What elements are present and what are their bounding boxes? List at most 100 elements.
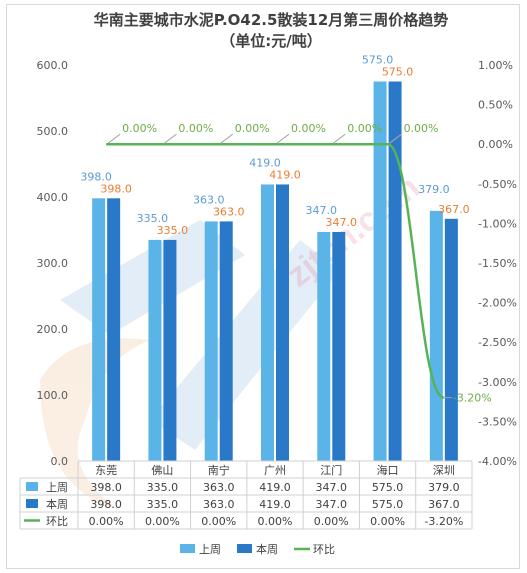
bar-this-week	[444, 218, 458, 461]
left-tick-label: 100.0	[37, 389, 69, 402]
data-label-prev-week: 419.0	[249, 156, 281, 169]
bar-prev-week	[204, 221, 218, 461]
table-cell: 0.00%	[201, 515, 236, 528]
data-label-prev-week: 379.0	[418, 183, 450, 196]
wow-line-group	[106, 133, 452, 399]
right-tick-label: -3.00%	[478, 376, 517, 389]
bars-prev-week	[92, 81, 443, 461]
right-tick-label: -3.50%	[478, 415, 517, 428]
data-label-wow: 0.00%	[235, 122, 270, 135]
table-cell: 0.00%	[89, 515, 124, 528]
data-label-prev-week: 575.0	[362, 54, 394, 67]
bar-this-week	[276, 184, 289, 461]
wow-leader-line	[276, 133, 290, 144]
table-series-name: 本周	[46, 497, 68, 511]
table-cell: 363.0	[203, 498, 235, 511]
wow-leader-line	[164, 133, 177, 144]
table-cell: 0.00%	[145, 515, 180, 528]
right-tick-label: -4.00%	[478, 455, 517, 468]
chart-title: 华南主要城市水泥P.O42.5散装12月第三周价格趋势	[94, 11, 449, 29]
data-label-this-week: 575.0	[382, 66, 414, 79]
table-cell: 575.0	[372, 481, 404, 494]
category-label: 佛山	[151, 464, 173, 477]
left-tick-label: 400.0	[37, 191, 69, 204]
bar-this-week	[219, 221, 233, 461]
right-tick-label: -0.50%	[478, 178, 517, 191]
bar-prev-week	[148, 239, 162, 461]
table-cell: -3.20%	[424, 515, 463, 528]
data-label-wow: -3.20%	[453, 392, 492, 405]
data-label-prev-week: 347.0	[306, 204, 338, 217]
table-cell: 335.0	[147, 481, 179, 494]
table-cell: 419.0	[259, 498, 291, 511]
left-tick-label: 0.0	[51, 455, 69, 468]
left-axis-ticks: 0.0 100.0 200.0 300.0 400.0 500.0 600.0	[37, 59, 69, 468]
table-legend-swatch	[26, 499, 38, 508]
table-cell: 347.0	[316, 481, 348, 494]
left-tick-label: 200.0	[37, 323, 69, 336]
category-label: 南宁	[208, 463, 230, 477]
table-cell: 0.00%	[258, 515, 293, 528]
left-tick-label: 500.0	[37, 125, 69, 138]
table-series-name: 环比	[46, 515, 68, 528]
table-cell: 367.0	[428, 498, 460, 511]
bar-prev-week	[261, 184, 274, 461]
right-tick-label: 0.50%	[478, 99, 513, 112]
data-label-prev-week: 363.0	[193, 193, 225, 206]
category-label: 江门	[320, 463, 342, 477]
legend-swatch	[180, 544, 195, 553]
legend-swatch	[237, 544, 252, 553]
bar-prev-week	[317, 231, 331, 461]
category-label: 东莞	[95, 464, 117, 477]
data-label-wow: 0.00%	[347, 122, 382, 135]
data-label-this-week: 347.0	[326, 216, 358, 229]
right-tick-label: -1.50%	[478, 257, 517, 270]
bar-prev-week	[92, 198, 106, 461]
table-cell: 575.0	[372, 498, 404, 511]
table-cell: 379.0	[428, 481, 460, 494]
data-label-this-week: 363.0	[213, 205, 245, 218]
bar-this-week	[332, 231, 346, 461]
wow-line	[106, 142, 445, 399]
right-axis-ticks: 1.00% 0.50% 0.00% -0.50% -1.00% -1.50% -2.00% -…	[478, 59, 517, 468]
wow-leader-line	[107, 133, 121, 144]
left-tick-label: 300.0	[37, 257, 69, 270]
right-tick-label: -1.00%	[478, 217, 517, 230]
legend-label: 上周	[199, 543, 221, 556]
legend: 上周 本周 环比	[180, 542, 335, 556]
right-tick-label: -2.50%	[478, 336, 517, 349]
data-label-this-week: 335.0	[157, 224, 189, 237]
right-tick-label: 1.00%	[478, 59, 513, 72]
legend-label: 本周	[256, 542, 278, 556]
table-cell: 335.0	[147, 498, 179, 511]
table-cell: 419.0	[259, 481, 291, 494]
table-series-name: 上周	[46, 481, 68, 494]
bar-prev-week	[373, 81, 387, 461]
wow-leader-line	[332, 133, 346, 144]
data-label-this-week: 367.0	[438, 203, 470, 216]
table-cell: 398.0	[90, 498, 122, 511]
right-tick-label: -2.00%	[478, 297, 517, 310]
data-label-prev-week: 398.0	[80, 170, 112, 183]
bar-prev-week	[429, 210, 443, 461]
left-tick-label: 600.0	[37, 59, 69, 72]
wow-leader-line	[389, 133, 402, 144]
bar-this-week	[163, 239, 177, 461]
data-label-wow: 0.00%	[291, 122, 326, 135]
data-label-this-week: 398.0	[100, 182, 132, 195]
table-cell: 347.0	[316, 498, 348, 511]
table-cell: 0.00%	[370, 515, 405, 528]
bar-this-week	[107, 198, 121, 461]
table-cell: 363.0	[203, 481, 235, 494]
right-tick-label: 0.00%	[478, 138, 513, 151]
category-label: 海口	[377, 463, 399, 477]
chart-subtitle: （单位:元/吨）	[220, 32, 321, 50]
table-cell: 398.0	[90, 481, 122, 494]
data-label-wow: 0.00%	[404, 122, 439, 135]
bars-this-week	[107, 81, 458, 461]
category-label: 广州	[264, 464, 286, 477]
data-label-wow: 0.00%	[178, 122, 213, 135]
